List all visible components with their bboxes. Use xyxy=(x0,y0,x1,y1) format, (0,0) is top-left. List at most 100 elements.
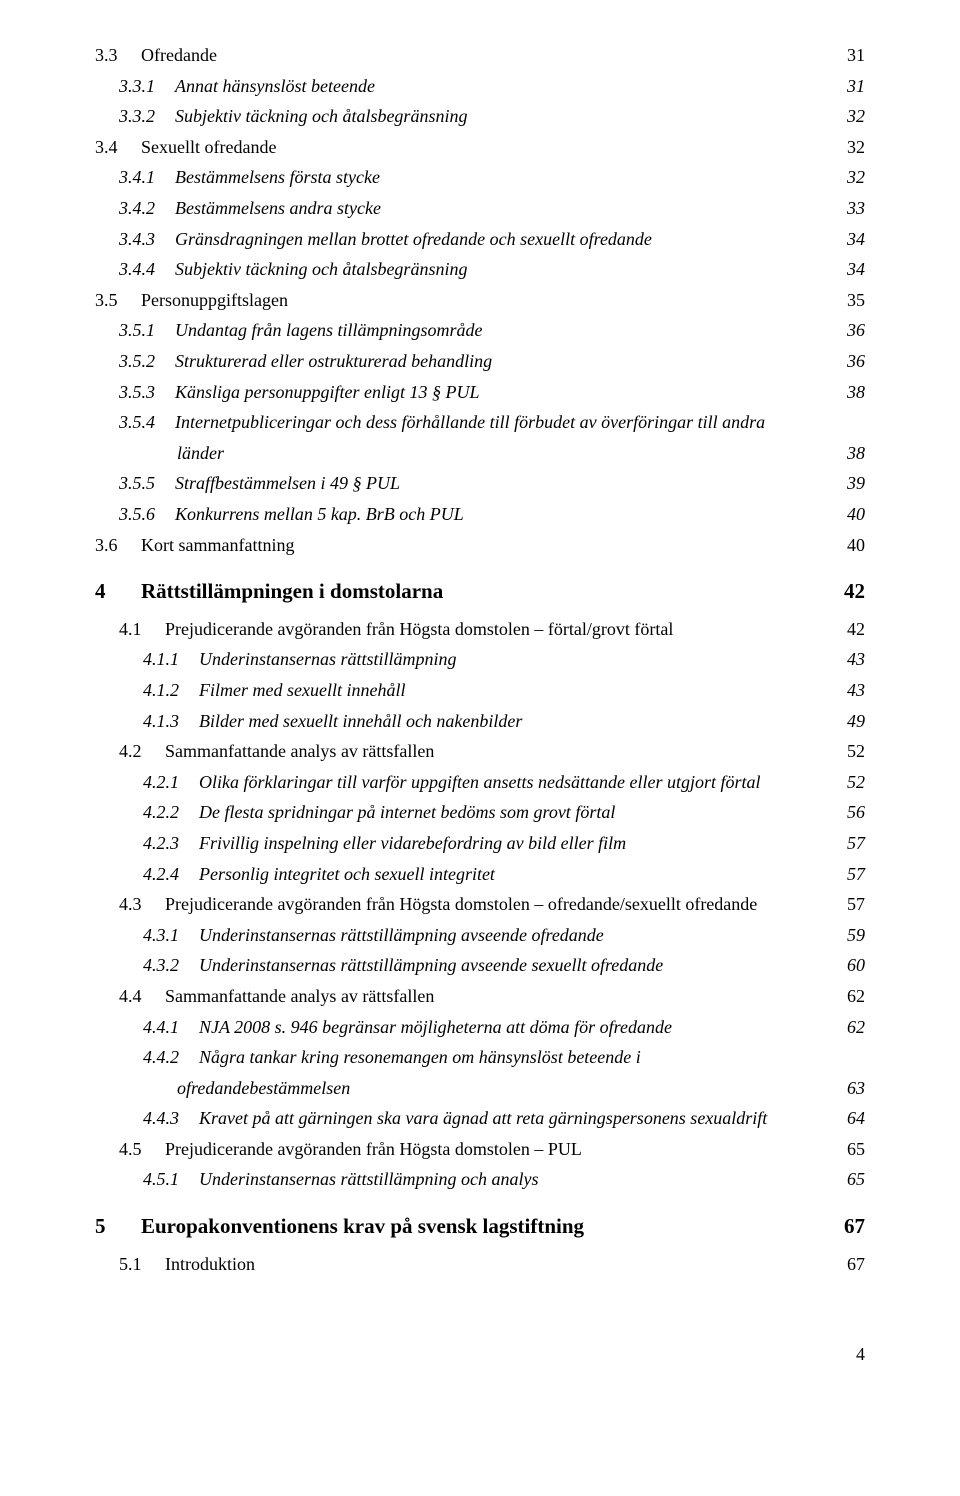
toc-entry-number: 3.4.3 xyxy=(119,224,175,255)
toc-entry-number: 4.2 xyxy=(119,736,165,767)
toc-entry-label: 3.3Ofredande xyxy=(95,40,835,71)
toc-entry-page: 34 xyxy=(835,224,865,255)
toc-entry-number: 3.4 xyxy=(95,132,141,163)
toc-entry-number: 3.5.4 xyxy=(119,407,175,438)
toc-entry: 4.2Sammanfattande analys av rättsfallen5… xyxy=(95,736,865,767)
table-of-contents: 3.3Ofredande313.3.1Annat hänsynslöst bet… xyxy=(95,40,865,1279)
toc-entry-number: 4.4.2 xyxy=(143,1042,199,1073)
toc-entry-page: 38 xyxy=(835,438,865,469)
toc-entry-label: 4.3.1Underinstansernas rättstillämpning … xyxy=(143,920,835,951)
toc-entry: 4.3Prejudicerande avgöranden från Högsta… xyxy=(95,889,865,920)
toc-entry: 4.5Prejudicerande avgöranden från Högsta… xyxy=(95,1134,865,1165)
toc-entry: 3.4.2Bestämmelsens andra stycke33 xyxy=(95,193,865,224)
toc-entry-number: 3.4.1 xyxy=(119,162,175,193)
page-number-footer: 4 xyxy=(95,1339,865,1370)
toc-entry-number: 4.4.1 xyxy=(143,1012,199,1043)
toc-entry: 3.5.3Känsliga personuppgifter enligt 13 … xyxy=(95,377,865,408)
toc-entry-label: 3.5.4Internetpubliceringar och dess förh… xyxy=(119,407,865,438)
toc-entry-page: 65 xyxy=(835,1134,865,1165)
toc-entry-page: 43 xyxy=(835,644,865,675)
toc-entry-page: 59 xyxy=(835,920,865,951)
toc-entry-page: 67 xyxy=(835,1249,865,1280)
toc-entry: 4.2.2De flesta spridningar på internet b… xyxy=(95,797,865,828)
toc-entry-label: 4.5Prejudicerande avgöranden från Högsta… xyxy=(119,1134,835,1165)
toc-entry: 4.1Prejudicerande avgöranden från Högsta… xyxy=(95,614,865,645)
toc-entry: 4.2.1Olika förklaringar till varför uppg… xyxy=(95,767,865,798)
toc-entry: 4.4.2Några tankar kring resonemangen om … xyxy=(95,1042,865,1073)
toc-entry: 3.5.1Undantag från lagens tillämpningsom… xyxy=(95,315,865,346)
toc-entry: 3.5.5Straffbestämmelsen i 49 § PUL39 xyxy=(95,468,865,499)
toc-entry-label: 4.5.1Underinstansernas rättstillämpning … xyxy=(143,1164,835,1195)
toc-entry: 3.4.3Gränsdragningen mellan brottet ofre… xyxy=(95,224,865,255)
toc-entry-label: 3.5.2Strukturerad eller ostrukturerad be… xyxy=(119,346,835,377)
toc-entry-number: 3.4.2 xyxy=(119,193,175,224)
toc-entry: 3.5.2Strukturerad eller ostrukturerad be… xyxy=(95,346,865,377)
toc-entry-label: 3.4.1Bestämmelsens första stycke xyxy=(119,162,835,193)
toc-entry-number: 5 xyxy=(95,1209,141,1245)
toc-entry: 4.2.3Frivillig inspelning eller vidarebe… xyxy=(95,828,865,859)
toc-entry-label: 4Rättstillämpningen i domstolarna xyxy=(95,574,835,610)
toc-entry-label: 4.3.2Underinstansernas rättstillämpning … xyxy=(143,950,835,981)
toc-entry-number: 3.5.6 xyxy=(119,499,175,530)
toc-entry-page: 40 xyxy=(835,530,865,561)
toc-entry: 4.2.4Personlig integritet och sexuell in… xyxy=(95,859,865,890)
toc-entry-number: 4.3 xyxy=(119,889,165,920)
toc-entry-page: 43 xyxy=(835,675,865,706)
toc-entry-page: 67 xyxy=(835,1209,865,1245)
toc-entry-label: 3.5.1Undantag från lagens tillämpningsom… xyxy=(119,315,835,346)
toc-entry-page: 57 xyxy=(835,828,865,859)
toc-entry: 3.4Sexuellt ofredande32 xyxy=(95,132,865,163)
toc-entry-page: 62 xyxy=(835,981,865,1012)
toc-entry-label: 4.2.1Olika förklaringar till varför uppg… xyxy=(143,767,835,798)
toc-entry-page: 31 xyxy=(835,40,865,71)
toc-entry-number: 4 xyxy=(95,574,141,610)
toc-entry: 3.5.4Internetpubliceringar och dess förh… xyxy=(95,407,865,438)
toc-entry-number: 4.3.1 xyxy=(143,920,199,951)
toc-entry-number: 3.6 xyxy=(95,530,141,561)
toc-entry: 3.5.6Konkurrens mellan 5 kap. BrB och PU… xyxy=(95,499,865,530)
toc-entry: 3.6Kort sammanfattning40 xyxy=(95,530,865,561)
toc-entry-page: 40 xyxy=(835,499,865,530)
toc-entry: 4.4.1NJA 2008 s. 946 begränsar möjlighet… xyxy=(95,1012,865,1043)
toc-entry: 3.5Personuppgiftslagen35 xyxy=(95,285,865,316)
toc-entry-number: 4.4.3 xyxy=(143,1103,199,1134)
toc-entry-number: 3.4.4 xyxy=(119,254,175,285)
toc-entry-label: 5Europakonventionens krav på svensk lags… xyxy=(95,1209,835,1245)
toc-entry-label: 3.5.6Konkurrens mellan 5 kap. BrB och PU… xyxy=(119,499,835,530)
toc-entry-number: 4.3.2 xyxy=(143,950,199,981)
toc-entry-label: 4.1.2Filmer med sexuellt innehåll xyxy=(143,675,835,706)
toc-entry: 4.1.2Filmer med sexuellt innehåll43 xyxy=(95,675,865,706)
toc-entry-number: 4.2.4 xyxy=(143,859,199,890)
toc-entry-page: 42 xyxy=(835,574,865,610)
toc-entry-label: ofredandebestämmelsen xyxy=(177,1073,835,1104)
toc-entry-label: 3.4.2Bestämmelsens andra stycke xyxy=(119,193,835,224)
toc-entry-number: 4.1.1 xyxy=(143,644,199,675)
toc-entry-number: 4.5.1 xyxy=(143,1164,199,1195)
toc-entry-number: 4.2.2 xyxy=(143,797,199,828)
toc-entry-number: 4.1.2 xyxy=(143,675,199,706)
toc-entry-number: 5.1 xyxy=(119,1249,165,1280)
toc-entry: 5.1Introduktion67 xyxy=(95,1249,865,1280)
toc-entry-page: 57 xyxy=(835,859,865,890)
toc-entry: länder38 xyxy=(95,438,865,469)
toc-entry-number: 3.5.5 xyxy=(119,468,175,499)
toc-entry-page: 57 xyxy=(835,889,865,920)
toc-entry-page: 32 xyxy=(835,132,865,163)
toc-entry-label: 4.2.2De flesta spridningar på internet b… xyxy=(143,797,835,828)
toc-entry-number: 3.5.2 xyxy=(119,346,175,377)
toc-entry-label: 4.4.2Några tankar kring resonemangen om … xyxy=(143,1042,865,1073)
toc-entry: 4.4.3Kravet på att gärningen ska vara äg… xyxy=(95,1103,865,1134)
toc-entry: 3.4.1Bestämmelsens första stycke32 xyxy=(95,162,865,193)
toc-entry-number: 3.3.2 xyxy=(119,101,175,132)
toc-entry-page: 49 xyxy=(835,706,865,737)
toc-entry-number: 3.3 xyxy=(95,40,141,71)
toc-entry-label: 3.4.3Gränsdragningen mellan brottet ofre… xyxy=(119,224,835,255)
toc-entry-label: 4.4.1NJA 2008 s. 946 begränsar möjlighet… xyxy=(143,1012,835,1043)
toc-entry-label: 3.5.3Känsliga personuppgifter enligt 13 … xyxy=(119,377,835,408)
toc-entry-label: 3.3.2Subjektiv täckning och åtalsbegräns… xyxy=(119,101,835,132)
toc-entry: 3.3Ofredande31 xyxy=(95,40,865,71)
toc-entry-page: 39 xyxy=(835,468,865,499)
toc-entry: 4Rättstillämpningen i domstolarna42 xyxy=(95,574,865,610)
toc-entry-page: 42 xyxy=(835,614,865,645)
toc-entry-page: 31 xyxy=(835,71,865,102)
